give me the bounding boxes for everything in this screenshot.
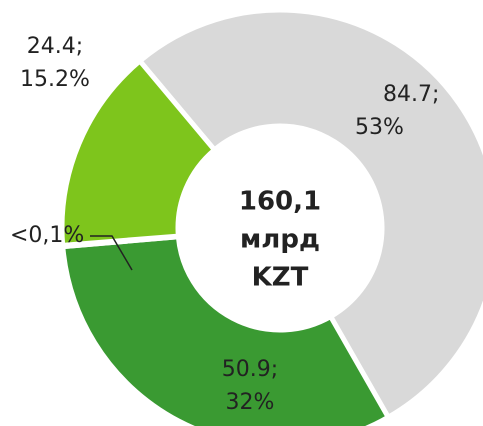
center-label: млрд (240, 225, 320, 255)
share-label: <0,1% (10, 223, 84, 248)
leader-line (90, 235, 133, 271)
center-label: 160,1 (239, 187, 321, 217)
value-label: 24.4; (27, 34, 83, 59)
share-label: 53% (355, 115, 404, 140)
value-label: 84.7; (383, 82, 439, 107)
share-label: 32% (226, 390, 275, 415)
donut-segment (60, 234, 392, 426)
donut-segment (136, 7, 483, 421)
share-label: 15.2% (20, 67, 90, 92)
donut-segment (59, 57, 218, 249)
center-label: KZT (252, 263, 309, 293)
value-label: 50.9; (222, 357, 278, 382)
